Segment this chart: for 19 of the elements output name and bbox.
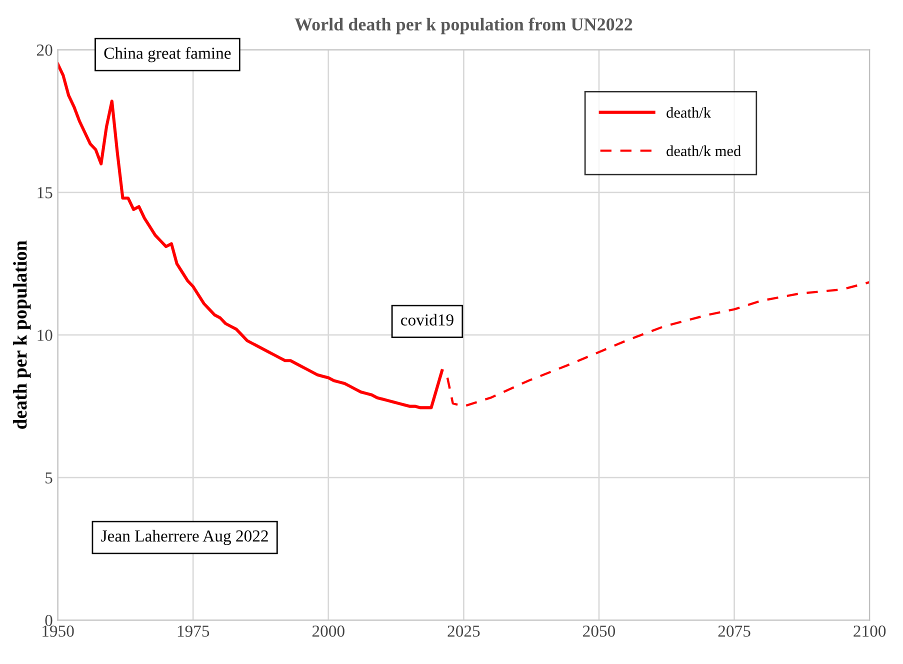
y-tick-label: 5 [46,472,52,484]
y-tick-label: 10 [38,330,52,341]
x-tick-label: 2000 [312,626,344,637]
annotation: Jean Laherrere Aug 2022 [101,530,268,546]
y-tick-label: 20 [36,44,52,56]
x-tick-label: 2025 [448,626,480,637]
x-tick-label: 2075 [718,626,750,637]
x-tick-label: 2100 [854,626,886,637]
chart-title: World death per k population from UN2022 [294,18,632,34]
x-tick-label: 1975 [178,626,210,637]
y-tick-label: 0 [45,614,52,626]
y-axis-title: death per k population [13,240,31,429]
y-tick-label: 15 [38,187,52,198]
x-tick-label: 2050 [583,626,616,637]
legend-label: death/k med [666,145,741,156]
legend-label: death/k [666,107,712,118]
annotation: China great famine [104,46,231,62]
x-tick-label: 1950 [42,626,74,637]
annotation: covid19 [401,314,454,326]
